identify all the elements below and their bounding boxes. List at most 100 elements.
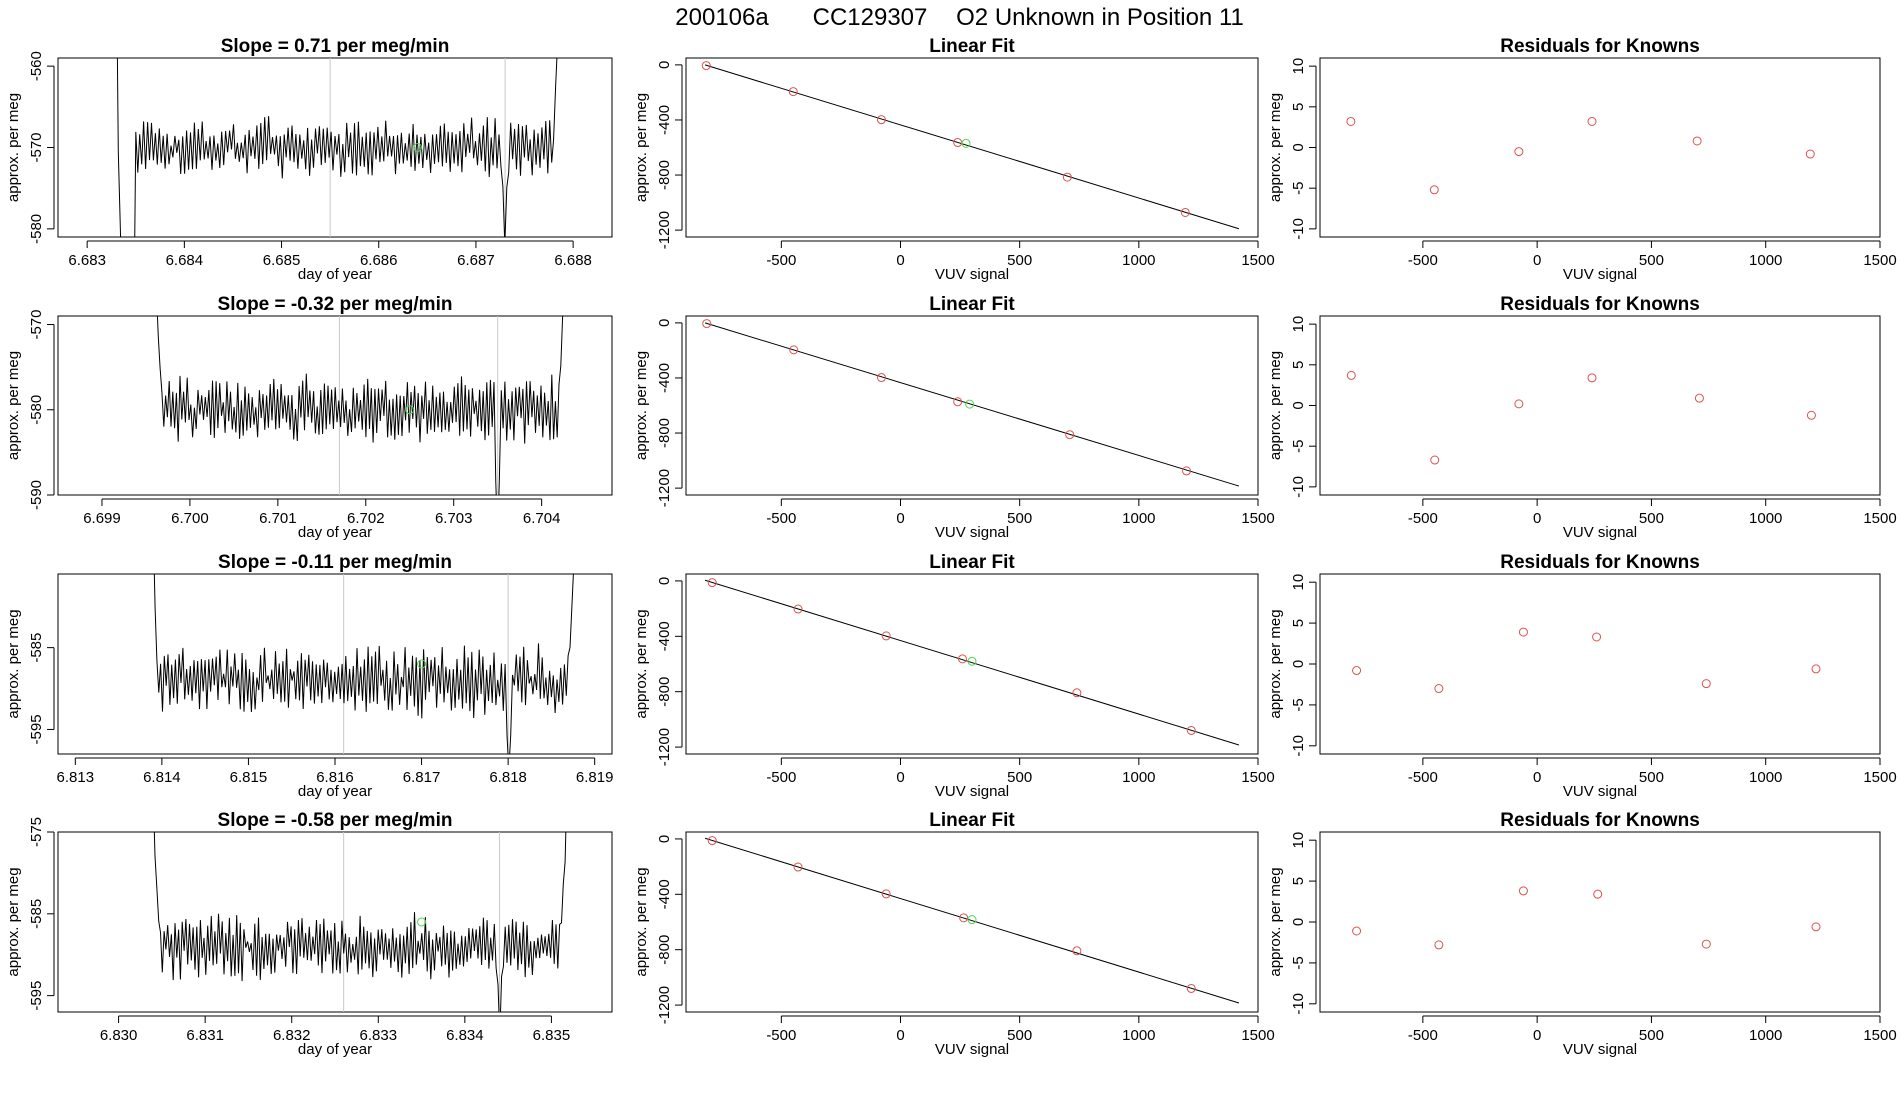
residual-point [1593, 889, 1603, 899]
x-tick-label: -500 [766, 769, 796, 786]
panel-title: Slope = -0.11 per meg/min [218, 552, 452, 573]
panel-title: Residuals for Knowns [1500, 810, 1700, 831]
known-point [957, 654, 967, 664]
x-axis-title: day of year [298, 1041, 372, 1058]
x-tick-label: -500 [766, 252, 796, 269]
y-axis-title: approx. per meg [5, 351, 22, 460]
panel-title: Linear Fit [929, 552, 1015, 573]
y-tick-label: 0 [1290, 143, 1307, 151]
y-tick-label: -575 [28, 817, 45, 847]
x-tick-label: 1500 [1241, 252, 1274, 269]
y-tick-label: -585 [28, 899, 45, 929]
y-tick-label: -595 [28, 981, 45, 1011]
x-axis-title: VUV signal [1563, 266, 1637, 283]
x-tick-label: 6.813 [57, 769, 95, 786]
known-point [793, 862, 803, 872]
unknown-point [967, 656, 977, 666]
x-tick-label: 500 [1639, 1027, 1664, 1044]
known-point [876, 115, 886, 125]
y-tick-label: -595 [28, 714, 45, 744]
known-point [789, 345, 799, 355]
residual-point [1514, 147, 1524, 157]
y-tick-label: 10 [1290, 58, 1307, 75]
known-point [881, 631, 891, 641]
panel-title: Residuals for Knowns [1500, 294, 1700, 315]
y-axis-title: approx. per meg [1267, 867, 1284, 976]
x-axis-title: VUV signal [1563, 1041, 1637, 1058]
x-tick-label: 1500 [1241, 1027, 1274, 1044]
x-tick-label: 6.830 [100, 1027, 138, 1044]
plot-area [701, 61, 1240, 230]
plot-area [704, 836, 1240, 1004]
residual-point [1352, 666, 1362, 676]
x-tick-label: 500 [1639, 252, 1664, 269]
known-point [881, 889, 891, 899]
plot-frame [1319, 831, 1881, 1013]
known-point [707, 578, 717, 588]
series-line [156, 316, 564, 495]
x-tick-label: 1000 [1749, 769, 1782, 786]
y-tick-label: 10 [1290, 574, 1307, 591]
plot-area [704, 578, 1240, 746]
y-tick-label: 5 [1290, 619, 1307, 627]
fit-line [704, 322, 1240, 487]
residual-point [1434, 940, 1444, 950]
y-tick-label: -10 [1290, 218, 1307, 240]
known-point [702, 319, 712, 329]
plot-area [116, 58, 558, 237]
x-axis-title: VUV signal [1563, 524, 1637, 541]
y-tick-label: 0 [1290, 401, 1307, 409]
panel-title: Residuals for Knowns [1500, 552, 1700, 573]
x-tick-label: -500 [766, 1027, 796, 1044]
x-tick-label: 6.832 [273, 1027, 311, 1044]
x-tick-label: 0 [896, 252, 904, 269]
y-tick-label: -1200 [656, 728, 673, 766]
x-tick-label: 1500 [1241, 510, 1274, 527]
x-axis-title: VUV signal [935, 524, 1009, 541]
y-tick-label: 5 [1290, 877, 1307, 885]
y-axis-title: approx. per meg [633, 867, 650, 976]
residual-point [1587, 116, 1597, 126]
residual-point [1592, 632, 1602, 642]
unknown-point [967, 915, 977, 925]
x-tick-label: 0 [896, 1027, 904, 1044]
panel-time-series-2: Slope = -0.32 per meg/min 6.699 6.700 6.701… [5, 294, 613, 541]
x-tick-label: -500 [1408, 1027, 1438, 1044]
y-tick-label: 0 [1290, 660, 1307, 668]
x-tick-label: -500 [1408, 510, 1438, 527]
x-tick-label: 500 [1007, 769, 1032, 786]
known-point [793, 604, 803, 614]
x-tick-label: 1000 [1749, 1027, 1782, 1044]
known-point [1072, 688, 1082, 698]
y-tick-label: -5 [1290, 440, 1307, 453]
x-tick-label: 6.831 [186, 1027, 224, 1044]
y-tick-label: -400 [656, 105, 673, 135]
y-tick-label: -800 [656, 935, 673, 965]
known-point [953, 397, 963, 407]
residual-point [1430, 455, 1440, 465]
x-tick-label: -500 [766, 510, 796, 527]
fit-line [704, 579, 1240, 746]
y-tick-label: -570 [28, 310, 45, 340]
plot-frame [1319, 315, 1881, 496]
x-tick-label: 6.683 [68, 252, 106, 269]
x-tick-label: 6.703 [435, 510, 473, 527]
y-tick-label: 0 [656, 319, 673, 327]
x-tick-label: 6.684 [166, 252, 204, 269]
y-tick-label: -1200 [656, 986, 673, 1024]
x-tick-label: 1500 [1863, 769, 1896, 786]
unknown-point [413, 143, 423, 152]
known-point [1182, 466, 1191, 476]
y-axis-title: approx. per meg [1267, 351, 1284, 460]
residual-point [1518, 886, 1528, 896]
x-tick-label: 1500 [1241, 769, 1274, 786]
y-tick-label: 0 [656, 577, 673, 585]
x-tick-label: 6.701 [259, 510, 297, 527]
y-tick-label: -590 [28, 480, 45, 510]
known-point [788, 87, 798, 97]
x-tick-label: 6.816 [316, 769, 354, 786]
unknown-point [417, 917, 427, 927]
residual-point [1518, 627, 1528, 637]
x-tick-label: 500 [1007, 252, 1032, 269]
x-tick-label: 500 [1007, 1027, 1032, 1044]
